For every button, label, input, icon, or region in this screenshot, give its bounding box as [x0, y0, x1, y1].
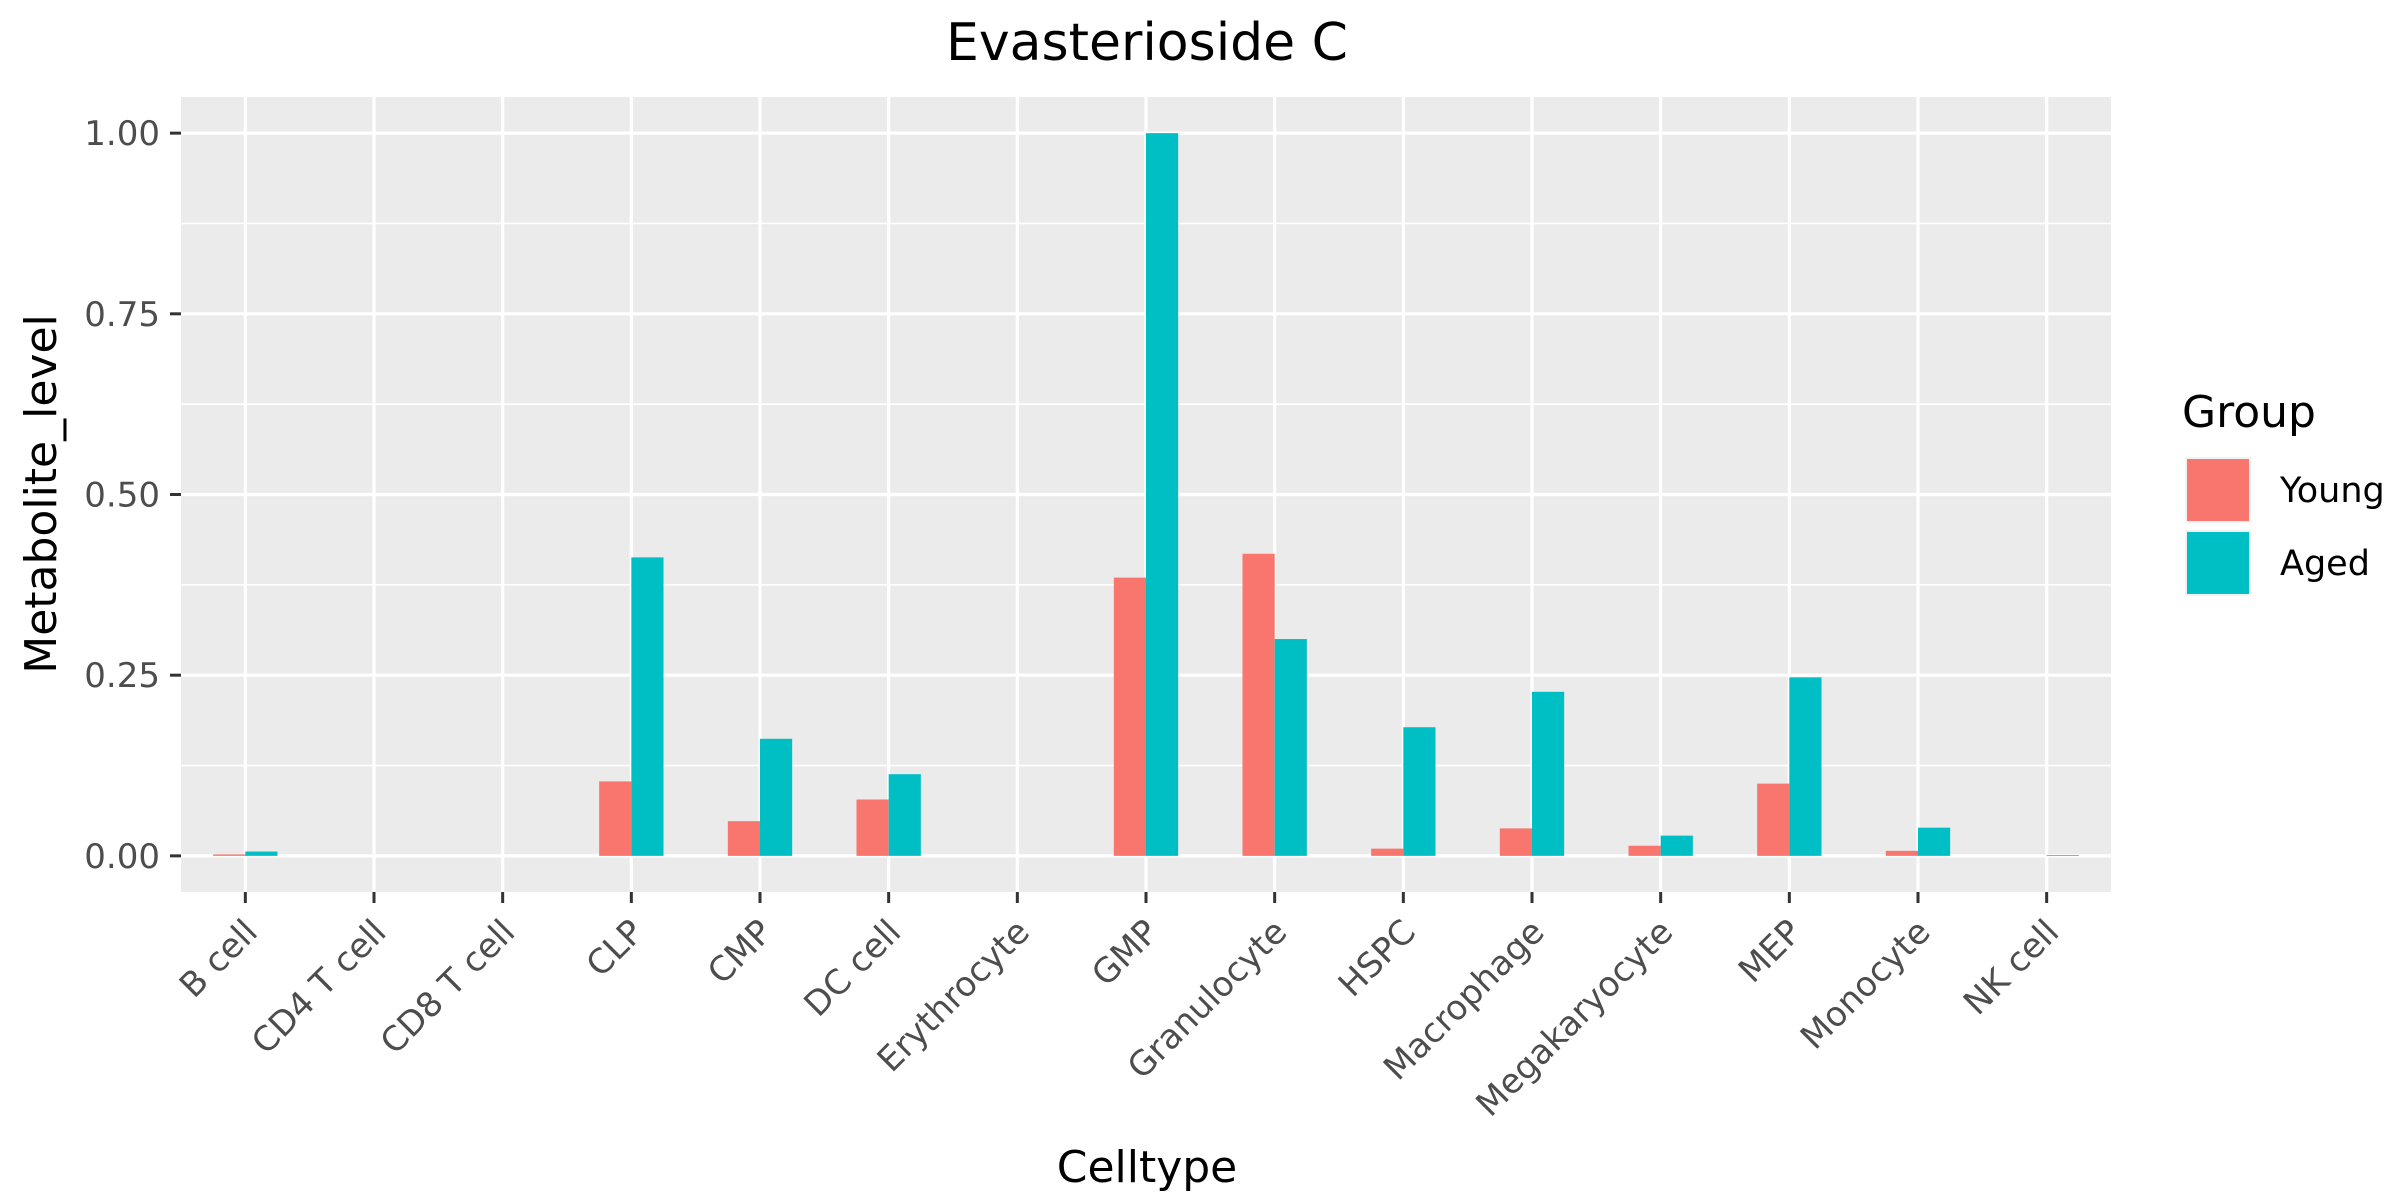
- legend: Group Young Aged: [2182, 387, 2385, 596]
- x-tick-label: DC cell: [796, 912, 909, 1025]
- bar-young: [1628, 845, 1661, 856]
- bar-young: [727, 821, 760, 856]
- y-tick-label: 0.00: [84, 837, 160, 877]
- legend-swatch-aged: [2187, 532, 2249, 594]
- legend-label-young: Young: [2279, 471, 2385, 511]
- bar-young: [1885, 850, 1918, 856]
- x-tick-label: CD8 T cell: [373, 912, 523, 1062]
- legend-title: Group: [2182, 387, 2316, 438]
- bar-young: [856, 799, 889, 856]
- bar-young: [1499, 828, 1532, 856]
- bar-young: [213, 854, 246, 856]
- y-axis-title: Metabolite_level: [16, 314, 67, 674]
- bar-aged: [1789, 677, 1822, 856]
- bar-young: [1113, 577, 1146, 856]
- bar-young: [1757, 783, 1790, 856]
- chart-title: Evasterioside C: [946, 13, 1348, 73]
- y-tick-label: 0.25: [84, 656, 160, 696]
- bar-aged: [1660, 835, 1693, 856]
- x-tick-label: CLP: [579, 912, 652, 985]
- bar-young: [1371, 848, 1404, 856]
- bar-aged: [631, 557, 664, 856]
- bar-aged: [1146, 133, 1179, 856]
- x-tick-label: CD4 T cell: [244, 912, 394, 1062]
- y-tick-label: 1.00: [84, 114, 160, 154]
- bar-young: [599, 781, 632, 856]
- bar-aged: [760, 738, 793, 856]
- legend-label-aged: Aged: [2280, 544, 2370, 584]
- y-tick-label: 0.50: [84, 476, 160, 516]
- bar-young: [1242, 553, 1275, 856]
- legend-swatch-young: [2187, 459, 2249, 521]
- x-tick-label: GMP: [1084, 912, 1166, 994]
- x-tick-label: B cell: [172, 912, 266, 1006]
- x-tick-label: CMP: [700, 912, 780, 992]
- bar-aged: [1532, 691, 1565, 856]
- x-tick-label: Monocyte: [1793, 912, 1938, 1057]
- bar-aged: [1403, 727, 1436, 856]
- x-axis-title: Celltype: [1057, 1142, 1238, 1193]
- x-tick-label: NK cell: [1956, 912, 2067, 1023]
- bar-aged: [245, 851, 278, 856]
- y-tick-label: 0.75: [84, 295, 160, 335]
- x-tick-label: HSPC: [1331, 912, 1424, 1005]
- bar-aged: [2046, 855, 2079, 856]
- bar-aged: [1274, 639, 1307, 856]
- x-tick-label: MEP: [1731, 912, 1810, 991]
- bars: [213, 133, 2079, 856]
- bar-aged: [1918, 827, 1951, 856]
- bar-aged: [888, 774, 921, 856]
